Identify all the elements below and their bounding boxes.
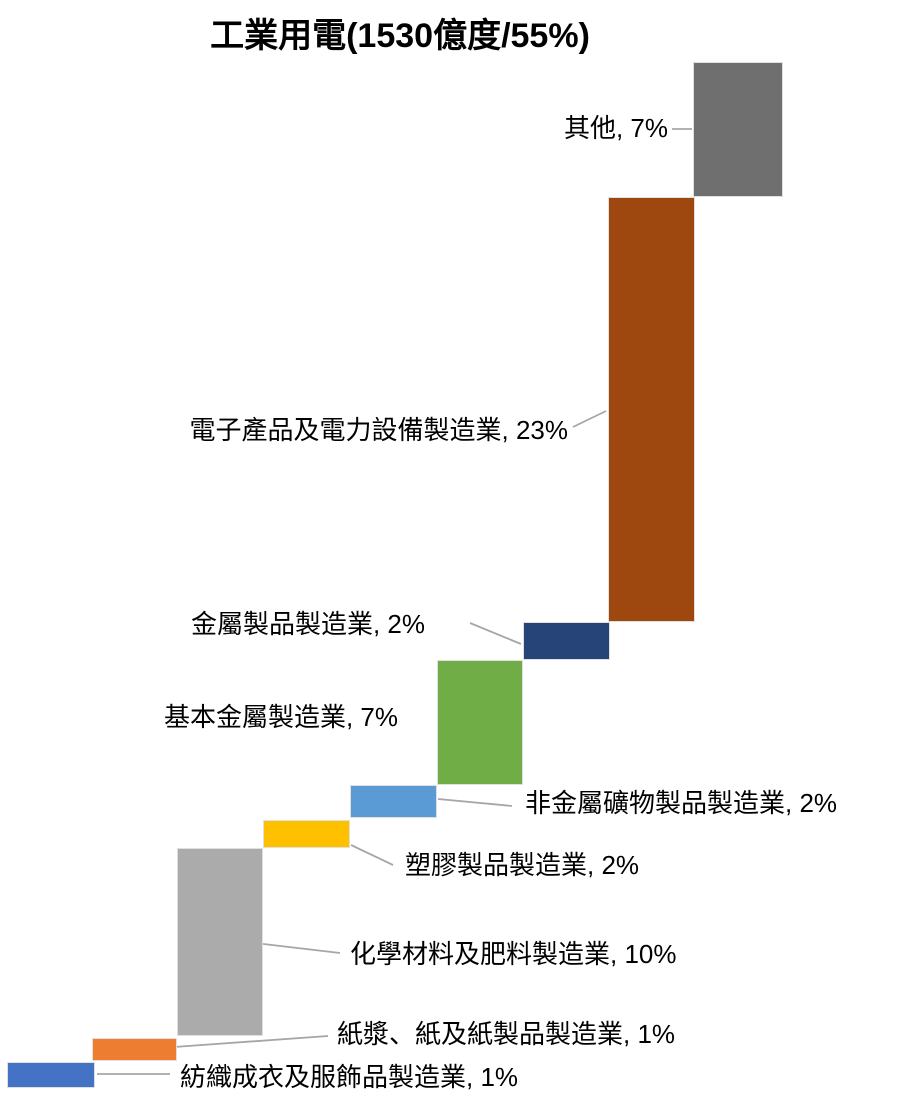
label-metal-products: 金屬製品製造業, 2%	[190, 609, 425, 640]
label-other: 其他, 7%	[563, 113, 668, 144]
leader-line-metal-products	[469, 622, 522, 645]
leader-line-pulp-paper-products	[173, 1035, 329, 1048]
bar-chemical-materials-fertilizers	[177, 848, 263, 1036]
bar-plastic-products	[263, 820, 350, 848]
bar-other	[693, 62, 783, 197]
bar-pulp-paper-products	[92, 1038, 177, 1061]
label-basic-metals: 基本金屬製造業, 7%	[163, 702, 398, 733]
label-chemical-materials-fertilizers: 化學材料及肥料製造業, 10%	[350, 939, 677, 970]
bar-non-metallic-mineral-products	[350, 785, 437, 818]
label-non-metallic-mineral-products: 非金屬礦物製品製造業, 2%	[525, 788, 838, 819]
label-electronics-electrical-equipment: 電子產品及電力設備製造業, 23%	[189, 415, 569, 446]
leader-line-non-metallic-mineral-products	[437, 798, 513, 807]
label-pulp-paper-products: 紙漿、紙及紙製品製造業, 1%	[337, 1019, 676, 1050]
chart-title: 工業用電(1530億度/55%)	[210, 17, 590, 55]
bar-metal-products	[523, 622, 610, 660]
leader-line-electronics-electrical-equipment	[572, 410, 607, 428]
label-plastic-products: 塑膠製品製造業, 2%	[405, 850, 640, 881]
bar-textile-apparel	[7, 1062, 95, 1088]
label-textile-apparel: 紡織成衣及服飾品製造業, 1%	[180, 1062, 519, 1093]
bar-basic-metals	[437, 660, 523, 785]
leader-line-plastic-products	[350, 844, 394, 866]
leader-line-chemical-materials-fertilizers	[254, 942, 341, 954]
bar-electronics-electrical-equipment	[608, 197, 695, 622]
